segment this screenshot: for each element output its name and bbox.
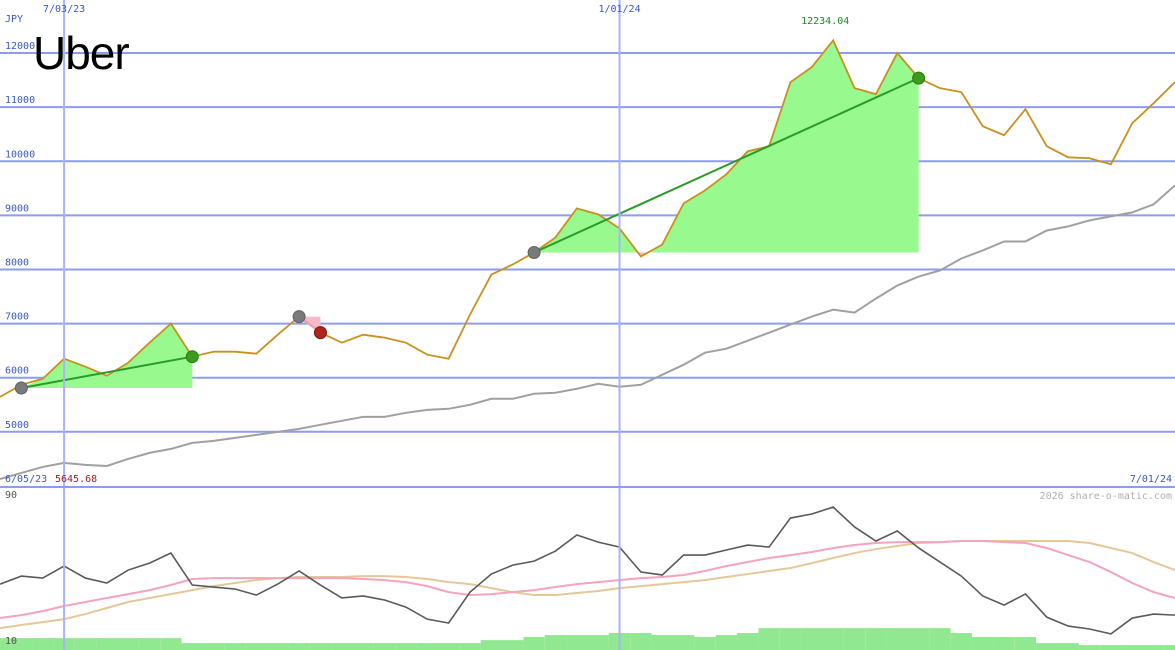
volume-bar [160, 638, 182, 650]
volume-bar [972, 637, 994, 650]
moving-average-line [0, 184, 1175, 480]
volume-bar [715, 635, 738, 650]
indicator-tick-label: 10 [5, 636, 17, 647]
volume-bar [886, 628, 908, 650]
volume-bar [907, 628, 930, 650]
trade-entry-marker [527, 245, 541, 259]
first-value-label: 5645.68 [55, 474, 97, 485]
volume-bar [865, 628, 887, 650]
volume-bar [1014, 637, 1037, 650]
y-tick-label: 10000 [5, 149, 35, 160]
volume-bar [523, 637, 545, 650]
trade-line [533, 77, 920, 254]
volume-bar [950, 633, 973, 650]
trade-exit-marker [912, 71, 926, 85]
max-value-label: 12234.04 [801, 16, 849, 27]
y-tick-label: 6000 [5, 366, 29, 377]
volume-bar [245, 643, 268, 650]
volume-bar [843, 628, 866, 650]
volume-bar [993, 637, 1015, 650]
volume-bar [1164, 645, 1175, 650]
volume-bar [758, 628, 780, 650]
y-tick-label: 8000 [5, 257, 29, 268]
volume-bar [331, 643, 353, 650]
trade-exit-marker [313, 326, 327, 340]
y-tick-label: 5000 [5, 420, 29, 431]
x-tick-label: 1/01/24 [598, 4, 640, 15]
volume-bar [480, 640, 503, 650]
volume-bar [32, 638, 54, 650]
volume-bar [1100, 645, 1122, 650]
volume-bar [352, 643, 374, 650]
price-panel [0, 38, 1175, 480]
volume-bar [502, 640, 524, 650]
watermark: 2026 share-o-matic.com [1040, 491, 1172, 502]
volume-bar [1121, 645, 1143, 650]
volume-bar [801, 628, 823, 650]
indicator-panel [0, 506, 1175, 650]
trade-entry-marker [14, 381, 28, 395]
y-tick-label: 12000 [5, 41, 35, 52]
volume-bar [544, 635, 567, 650]
volume-bar [395, 643, 417, 650]
volume-bar [459, 643, 481, 650]
volume-bar [224, 643, 246, 650]
volume-bar [1057, 643, 1079, 650]
volume-bar [587, 635, 609, 650]
volume-bar [181, 643, 203, 650]
volume-bar [779, 628, 802, 650]
volume-bar [437, 643, 460, 650]
volume-bar [694, 637, 716, 650]
indicator-line [0, 540, 1175, 620]
volume-bar [672, 635, 695, 650]
start-date-label: 6/05/23 [5, 474, 47, 485]
volume-bar [202, 643, 225, 650]
y-tick-label: 9000 [5, 203, 29, 214]
volume-bar [138, 638, 161, 650]
volume-bar [929, 628, 951, 650]
volume-bar [1036, 643, 1058, 650]
volume-bar [288, 643, 310, 650]
volume-bar [74, 638, 97, 650]
volume-bar [10, 638, 33, 650]
volume-bar [630, 633, 652, 650]
trade-line [21, 355, 193, 389]
volume-bar [822, 628, 844, 650]
y-tick-label: 7000 [5, 312, 29, 323]
volume-bar [267, 643, 289, 650]
volume-bar [416, 643, 438, 650]
volume-bar [96, 638, 118, 650]
indicator-tick-label: 90 [5, 490, 17, 501]
volume-bar [566, 635, 588, 650]
y-tick-label: 11000 [5, 95, 35, 106]
volume-bar [737, 633, 759, 650]
volume-bar [1142, 645, 1165, 650]
indicator-line [0, 506, 1175, 635]
volume-bar [1078, 645, 1101, 650]
x-tick-label: 7/03/23 [43, 4, 85, 15]
volume-bar [651, 635, 673, 650]
volume-bar [309, 643, 332, 650]
volume-bar [0, 638, 11, 650]
logo: Uber [33, 27, 129, 79]
trade-entry-marker [292, 310, 306, 324]
volume-bar [117, 638, 139, 650]
trade-exit-marker [185, 350, 199, 364]
currency-label: JPY [5, 14, 23, 25]
trade-gain-area [534, 40, 919, 253]
end-date-label: 7/01/24 [1130, 474, 1172, 485]
volume-bar [373, 643, 396, 650]
